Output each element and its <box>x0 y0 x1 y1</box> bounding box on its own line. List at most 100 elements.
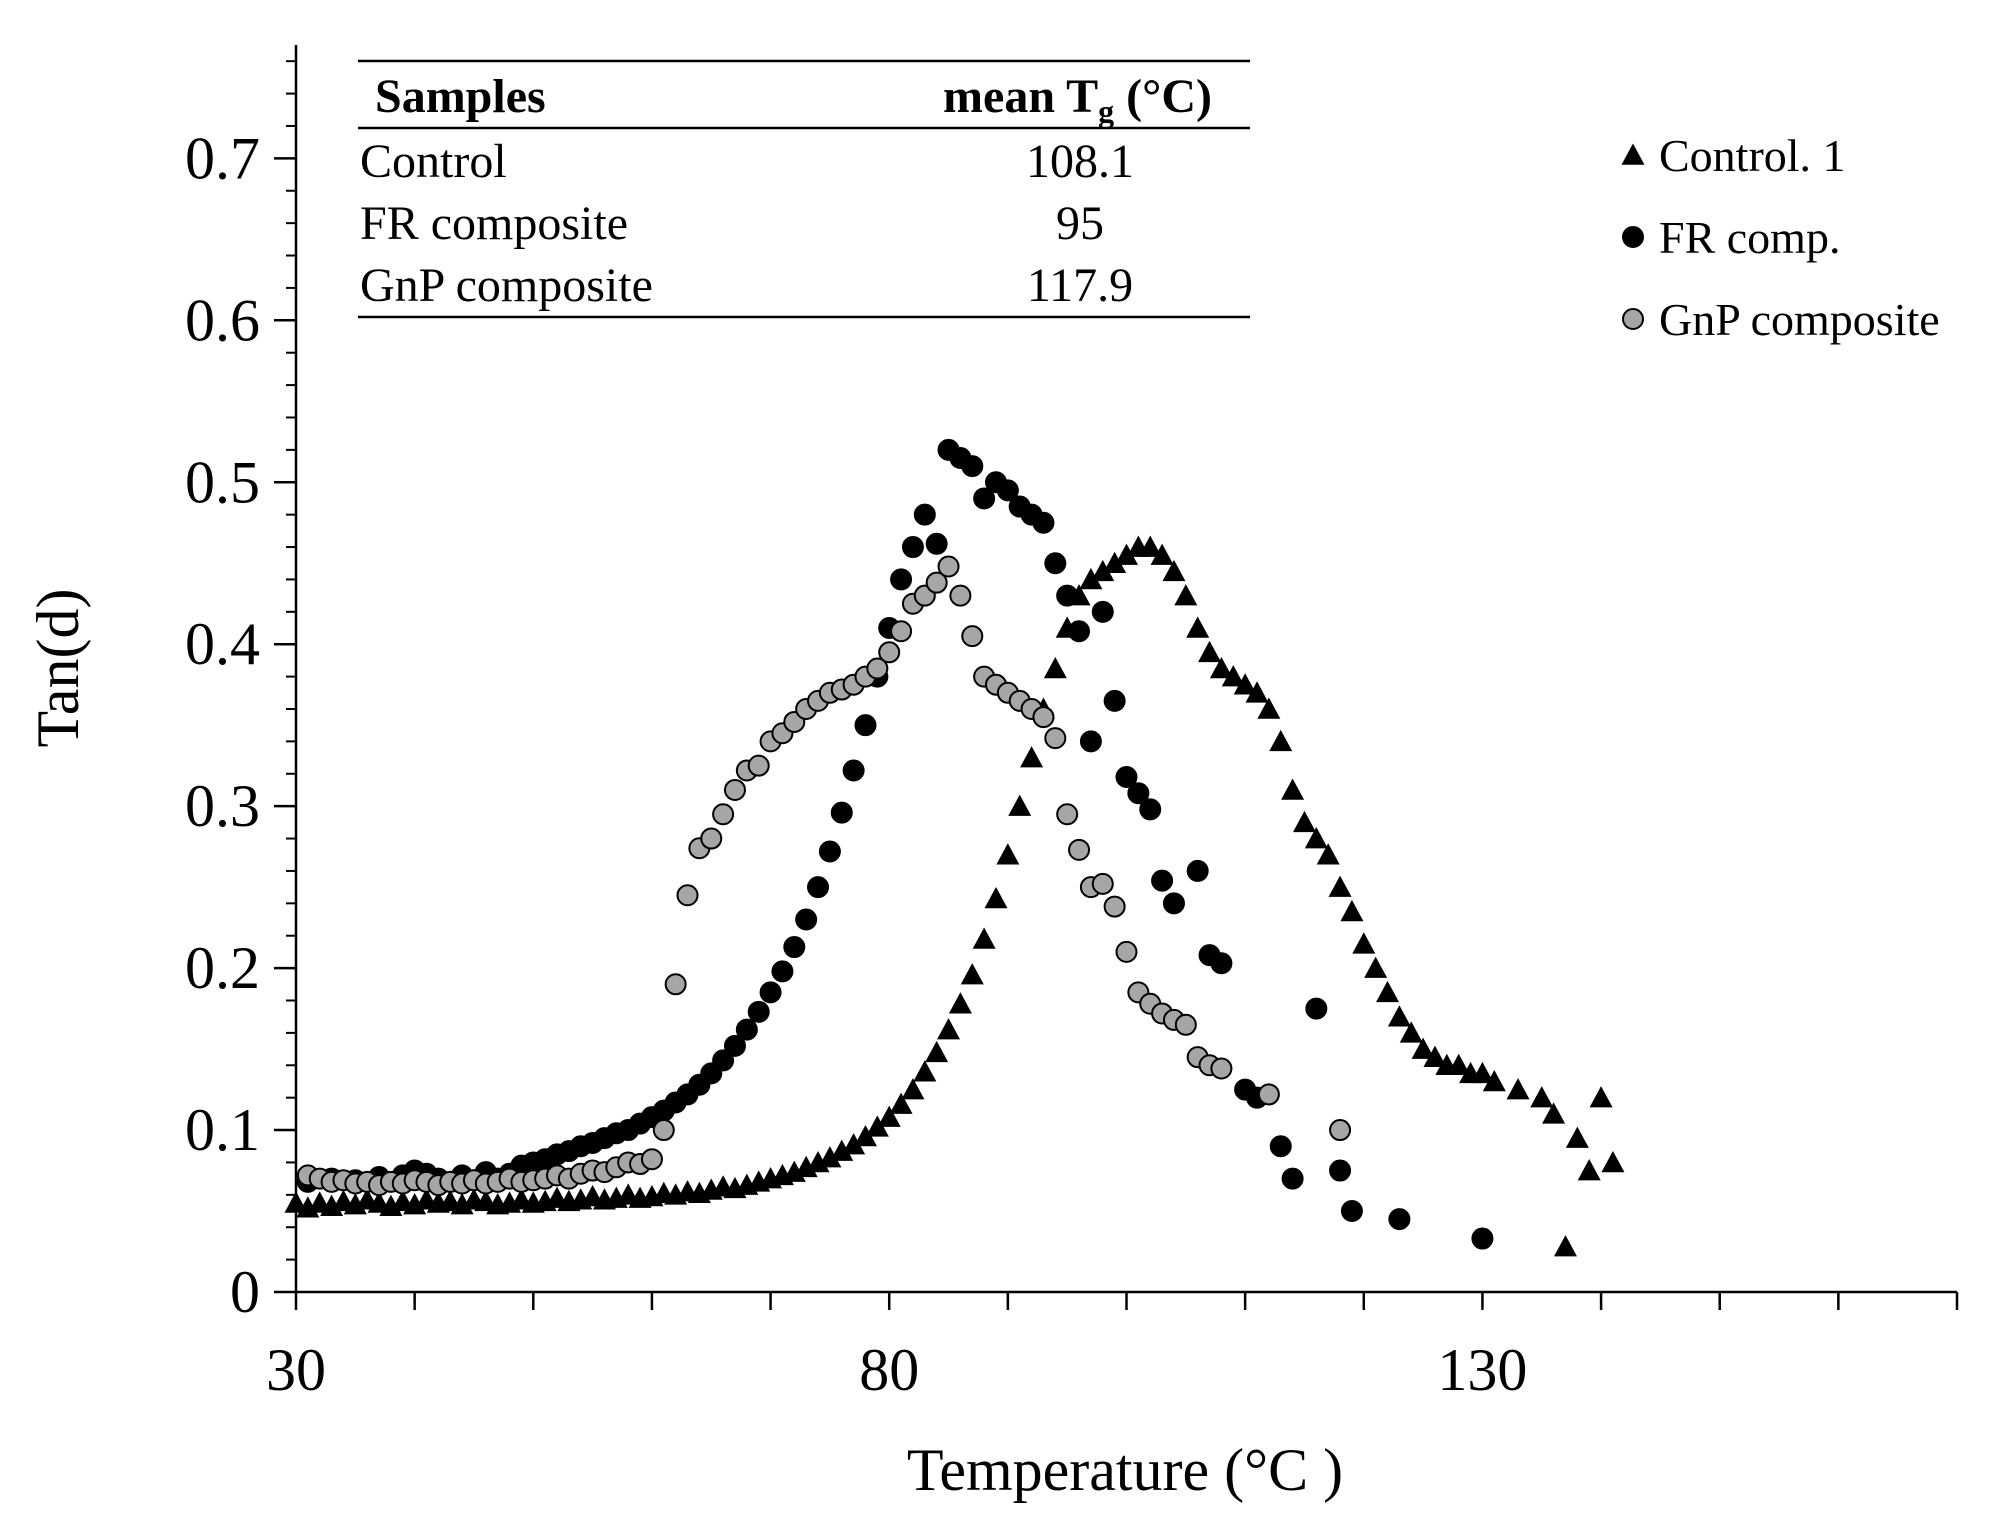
triangle-point <box>1198 640 1222 663</box>
circle-point <box>854 714 877 737</box>
circle-point <box>878 641 901 664</box>
y-tick-label: 0.6 <box>185 287 260 353</box>
series-2 <box>296 555 1352 1197</box>
circle-point <box>1340 1200 1363 1223</box>
circle-point <box>925 532 948 555</box>
legend-marker <box>1622 308 1644 330</box>
triangle-point <box>1506 1078 1530 1100</box>
triangle-point <box>960 963 984 985</box>
triangle-point <box>1387 1005 1411 1027</box>
circle-point <box>1186 859 1209 882</box>
triangle-point <box>1482 1069 1506 1092</box>
triangle-point <box>1091 559 1115 582</box>
circle-point <box>961 455 984 478</box>
circle-point <box>1056 584 1079 607</box>
circle-point <box>1091 600 1114 623</box>
triangle-point <box>853 1125 877 1147</box>
table-header-tg-main: mean T <box>943 70 1098 123</box>
legend: Control. 1 FR comp. GnP composite <box>1621 130 1940 345</box>
circle-point <box>1044 552 1067 575</box>
table-tg-value: 117.9 <box>1027 259 1133 312</box>
triangle-point <box>1589 1086 1613 1108</box>
circle-point <box>1269 1135 1292 1158</box>
triangle-point <box>1174 584 1198 606</box>
triangle-point <box>1530 1086 1554 1108</box>
circle-point <box>735 1018 758 1041</box>
triangle-point <box>1411 1037 1435 1059</box>
y-tick-label: 0.1 <box>185 1097 260 1163</box>
legend-marker <box>1622 226 1644 248</box>
circle-point <box>925 571 948 594</box>
triangle-point <box>1162 559 1186 582</box>
circle-point <box>783 936 806 959</box>
triangle-point <box>1316 843 1340 865</box>
x-tick-label: 80 <box>859 1337 919 1403</box>
circle-point <box>723 778 746 801</box>
circle-point <box>1305 997 1328 1020</box>
triangle-point <box>1221 665 1245 687</box>
triangle-point <box>1470 1061 1494 1084</box>
y-tick-label: 0.5 <box>185 449 260 515</box>
x-tick-label: 30 <box>266 1337 326 1403</box>
legend-marker <box>1621 143 1645 165</box>
triangle-point <box>937 1018 961 1040</box>
triangle-point <box>996 843 1020 865</box>
circle-point <box>712 803 735 826</box>
circle-point <box>1257 1083 1280 1106</box>
circle-point <box>913 503 936 526</box>
triangle-point <box>1043 657 1067 679</box>
circle-point <box>1388 1208 1411 1231</box>
triangle-point <box>1115 543 1138 565</box>
triangle-point <box>1269 729 1293 752</box>
table-header-tg-unit: (°C) <box>1114 70 1212 123</box>
triangle-point <box>1292 810 1316 833</box>
triangle-point <box>1423 1045 1447 1067</box>
triangle-point <box>1399 1021 1423 1043</box>
circle-point <box>973 487 996 510</box>
circle-point <box>700 827 723 850</box>
circle-point <box>1139 798 1162 821</box>
legend-label: GnP composite <box>1659 294 1940 345</box>
circle-point <box>1115 766 1138 789</box>
triangle-point <box>1209 657 1233 679</box>
triangle-point <box>1304 827 1328 849</box>
triangle-point <box>842 1133 866 1155</box>
circle-point <box>747 754 770 777</box>
table-sample-name: GnP composite <box>360 259 653 312</box>
circle-point <box>866 657 889 680</box>
circle-point <box>1068 620 1091 643</box>
circle-point <box>664 973 687 996</box>
triangle-point <box>877 1105 901 1127</box>
triangle-point <box>1340 899 1364 922</box>
triangle-point <box>1020 746 1044 768</box>
circle-point <box>1210 952 1233 975</box>
circle-point <box>1162 892 1185 915</box>
triangle-point <box>948 992 972 1014</box>
series-0 <box>284 535 1625 1257</box>
triangle-point <box>1577 1159 1601 1181</box>
circle-point <box>807 876 830 899</box>
table-tg-value: 108.1 <box>1026 135 1134 188</box>
circle-point <box>890 568 913 591</box>
triangle-point <box>1138 535 1162 557</box>
circle-point <box>747 1000 770 1023</box>
table-tg-value: 95 <box>1056 197 1104 250</box>
triangle-point <box>284 1191 308 1213</box>
circle-point <box>996 479 1019 502</box>
circle-point <box>949 584 972 607</box>
triangle-point <box>889 1092 913 1114</box>
triangle-point <box>1352 932 1376 954</box>
axes: 0 0.1 0.2 0.3 0.4 0.5 0.6 0.7 30 80 130 <box>185 45 1959 1403</box>
circle-point <box>1174 1013 1197 1036</box>
triangle-point <box>1328 875 1352 897</box>
y-axis-title: Tan(d) <box>25 588 91 747</box>
y-tick-label: 0.2 <box>185 935 260 1001</box>
circle-point <box>1151 869 1174 892</box>
circle-point <box>1044 727 1067 750</box>
triangle-point <box>1186 616 1210 638</box>
triangle-point <box>913 1060 937 1082</box>
circle-point <box>1281 1167 1304 1190</box>
x-axis-title: Temperature (°C ) <box>907 1437 1343 1503</box>
circle-point <box>1329 1119 1352 1142</box>
